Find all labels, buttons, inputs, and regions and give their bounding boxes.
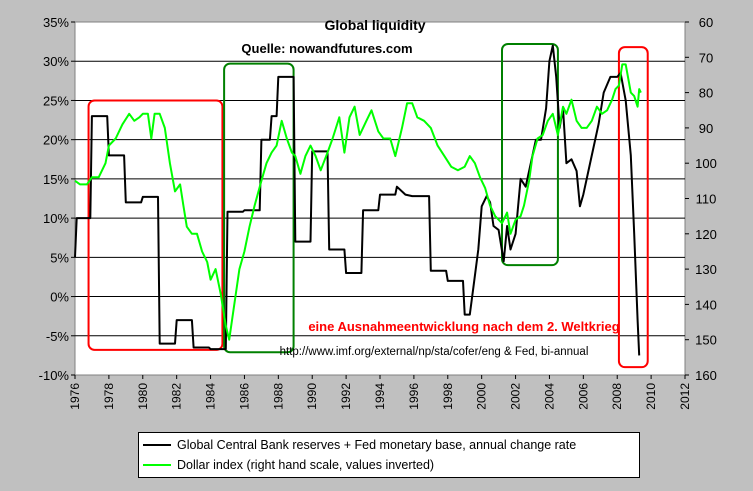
left-tick-label: -10%	[39, 368, 70, 383]
chart-legend: Global Central Bank reserves + Fed monet…	[138, 432, 640, 478]
legend-label: Global Central Bank reserves + Fed monet…	[177, 438, 577, 452]
left-tick-label: 35%	[43, 15, 69, 30]
right-tick-label: 140	[695, 297, 717, 312]
annotation-label: eine Ausnahmeentwicklung nach dem 2. Wel…	[308, 319, 619, 334]
x-tick-label: 1984	[204, 383, 218, 410]
legend-swatch-green	[143, 464, 171, 466]
highlight-box	[501, 42, 559, 267]
right-tick-label: 90	[699, 121, 713, 136]
data-series	[74, 44, 642, 356]
left-tick-label: 25%	[43, 93, 69, 108]
x-axis-ticks: 1976 1978 1980 1982 1984 1986 1988 1990 1992 1994…	[68, 375, 692, 410]
chart-title: Global liquidity	[324, 17, 425, 33]
left-tick-label: -5%	[46, 329, 70, 344]
x-tick-label: 1986	[237, 383, 251, 410]
source-label: Quelle: nowandfutures.com	[241, 41, 412, 56]
x-tick-label: 2000	[475, 383, 489, 410]
chart-canvas: 35% 30% 25% 20% 15% 10% 5% 0% -5% -10% 60 70 80 90 10…	[39, 15, 717, 410]
right-tick-label: 70	[699, 50, 713, 65]
left-tick-label: 30%	[43, 54, 69, 69]
right-tick-label: 120	[695, 227, 717, 242]
right-tick-label: 130	[695, 262, 717, 277]
x-tick-label: 1990	[305, 383, 319, 410]
x-tick-label: 1982	[170, 383, 184, 410]
x-tick-label: 1980	[136, 383, 150, 410]
legend-label: Dollar index (right hand scale, values i…	[177, 458, 435, 472]
legend-item-dollar-index: Dollar index (right hand scale, values i…	[143, 457, 434, 473]
highlight-box	[223, 62, 295, 354]
right-tick-label: 150	[695, 333, 717, 348]
x-tick-label: 2008	[610, 383, 624, 410]
legend-item-reserves: Global Central Bank reserves + Fed monet…	[143, 437, 576, 453]
highlight-box	[87, 99, 224, 351]
x-tick-label: 2012	[678, 383, 692, 410]
x-tick-label: 1994	[373, 383, 387, 410]
x-tick-label: 1978	[102, 383, 116, 410]
right-tick-label: 160	[695, 368, 717, 383]
left-tick-label: 20%	[43, 133, 69, 148]
series-line-dollar-index	[74, 63, 642, 341]
x-tick-label: 1988	[271, 383, 285, 410]
left-tick-label: 10%	[43, 211, 69, 226]
x-tick-label: 1992	[339, 383, 353, 410]
x-tick-label: 1996	[407, 383, 421, 410]
x-tick-label: 1976	[68, 383, 82, 410]
legend-swatch-black	[143, 444, 171, 446]
x-tick-label: 2002	[509, 383, 523, 410]
x-tick-label: 2006	[576, 383, 590, 410]
highlight-box	[617, 46, 649, 369]
right-tick-label: 110	[696, 192, 717, 207]
x-tick-label: 1998	[441, 383, 455, 410]
right-tick-label: 100	[695, 156, 717, 171]
right-tick-label: 80	[699, 86, 713, 101]
x-tick-label: 2004	[542, 383, 556, 410]
right-axis-ticks: 60 70 80 90 100 110 120 130 140 150 160	[685, 15, 717, 383]
left-axis-ticks: 35% 30% 25% 20% 15% 10% 5% 0% -5% -10%	[39, 15, 75, 383]
x-tick-label: 2010	[644, 383, 658, 410]
series-line-reserves	[74, 44, 641, 356]
source-url-note: http://www.imf.org/external/np/sta/cofer…	[280, 346, 589, 358]
right-tick-label: 60	[699, 15, 713, 30]
highlight-boxes	[87, 42, 649, 369]
left-tick-label: 5%	[50, 250, 69, 265]
left-tick-label: 0%	[50, 290, 69, 305]
left-tick-label: 15%	[43, 172, 69, 187]
